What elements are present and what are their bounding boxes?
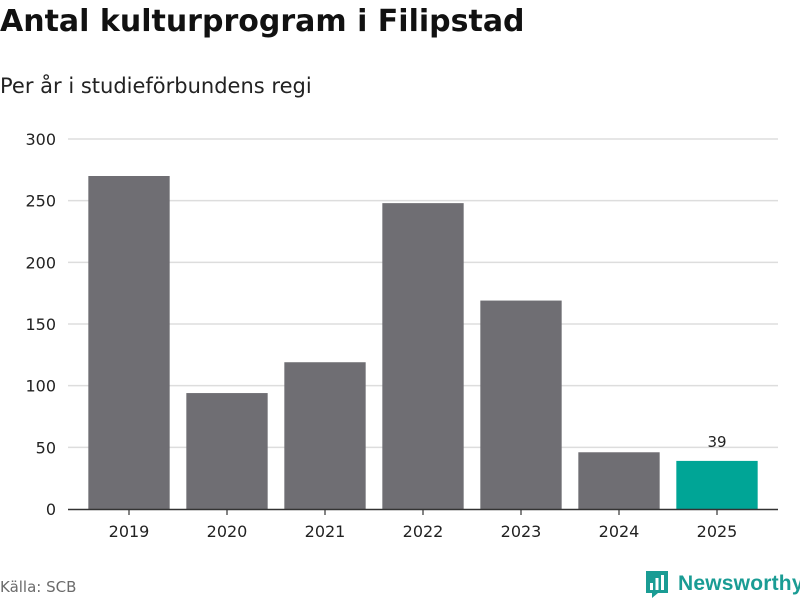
bar-2020 (186, 393, 268, 509)
bar-2024 (578, 452, 660, 509)
x-tick-label: 2022 (403, 522, 444, 541)
x-tick-label: 2019 (109, 522, 150, 541)
bar-2022 (382, 203, 464, 509)
source-note: Källa: SCB (0, 578, 77, 596)
newsworthy-logo-icon (646, 571, 668, 598)
x-tick-label: 2025 (697, 522, 738, 541)
chart-title: Antal kulturprogram i Filipstad (0, 4, 525, 39)
y-tick-labels: 0 50 100 150 200 250 300 (25, 130, 56, 519)
x-tick-labels: 2019 2020 2021 2022 2023 2024 2025 (109, 509, 738, 541)
bar-2023 (480, 300, 562, 509)
y-tick-label: 100 (25, 377, 56, 396)
data-label: 39 (707, 433, 726, 451)
bar-2019 (88, 176, 170, 509)
y-tick-label: 250 (25, 192, 56, 211)
chart-subtitle: Per år i studieförbundens regi (0, 74, 312, 98)
x-tick-label: 2021 (305, 522, 346, 541)
bar-2021 (284, 362, 366, 509)
brand-logo: Newsworthy (644, 569, 800, 599)
y-tick-label: 150 (25, 315, 56, 334)
y-tick-label: 300 (25, 130, 56, 149)
y-tick-label: 200 (25, 253, 56, 272)
brand-name: Newsworthy (678, 572, 800, 595)
bar-2025 (676, 460, 758, 509)
x-tick-label: 2023 (501, 522, 542, 541)
x-tick-label: 2024 (599, 522, 640, 541)
x-tick-label: 2020 (207, 522, 248, 541)
bars (88, 176, 758, 509)
data-labels: 39 (707, 433, 726, 451)
y-tick-label: 50 (36, 438, 56, 457)
y-tick-label: 0 (46, 500, 56, 519)
